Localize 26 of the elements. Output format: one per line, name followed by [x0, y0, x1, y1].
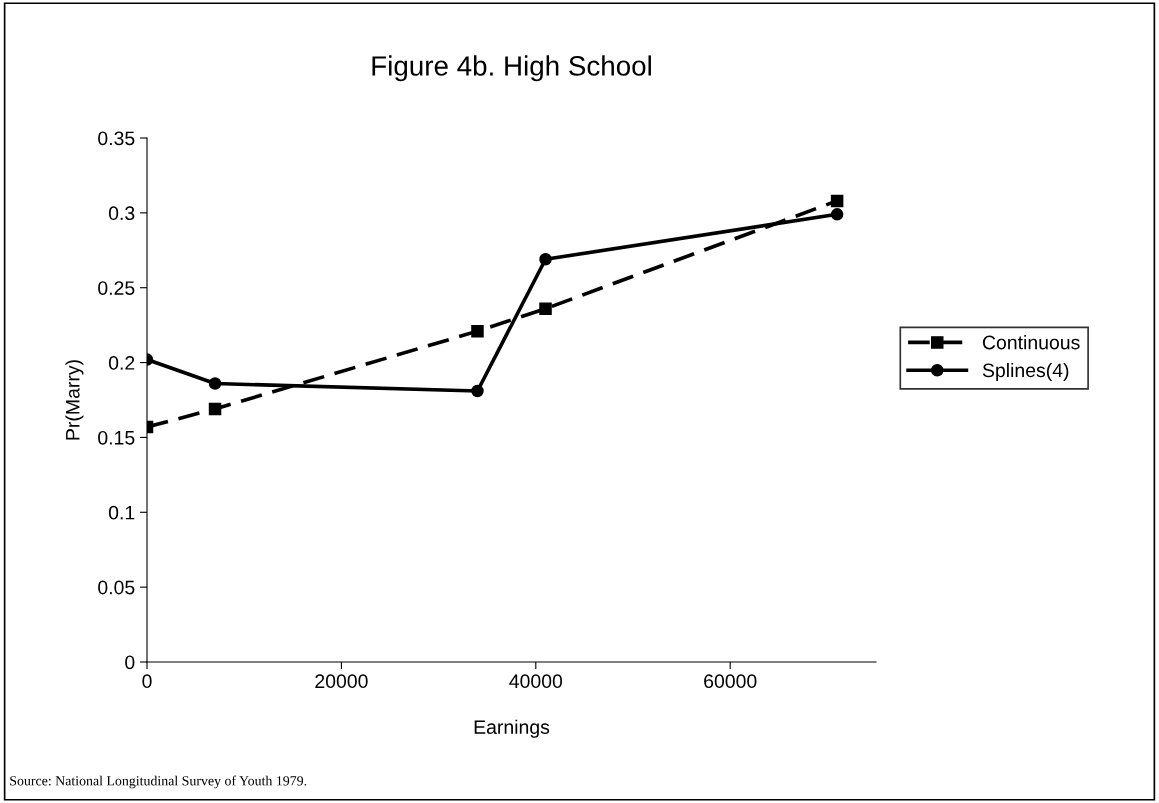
y-tick-label: 0.15 — [98, 430, 135, 445]
y-tick-label: 0.1 — [108, 505, 135, 520]
point — [830, 194, 844, 208]
y-tick-label: 0.25 — [98, 281, 135, 295]
point — [208, 402, 222, 416]
x-tick-label: 60000 — [704, 674, 757, 689]
point — [471, 324, 484, 338]
legend-label: Continuous — [982, 335, 1080, 350]
chart-title: Figure 4b. High School — [372, 55, 651, 82]
y-axis-title: Pr(Marry) — [65, 360, 84, 440]
point — [539, 302, 552, 315]
x-tick-label: 40000 — [509, 674, 563, 689]
x-axis-title: Earnings — [474, 719, 550, 738]
x-tick-label: 20000 — [315, 674, 368, 689]
y-tick-label: 0.3 — [108, 206, 135, 221]
point — [471, 384, 484, 398]
x-tick-label: 0 — [142, 674, 152, 689]
y-tick-label: 0 — [125, 655, 135, 670]
y-tick-label: 0.35 — [98, 131, 135, 146]
point — [208, 377, 222, 390]
y-tick-label: 0.05 — [98, 580, 135, 595]
legend-label: Splines(4) — [982, 362, 1069, 382]
y-tick-label: 0.2 — [108, 356, 135, 370]
point — [830, 208, 844, 221]
source-note: Source: National Longitudinal Survey of Youth 1979. — [10, 775, 307, 789]
point — [539, 253, 552, 266]
